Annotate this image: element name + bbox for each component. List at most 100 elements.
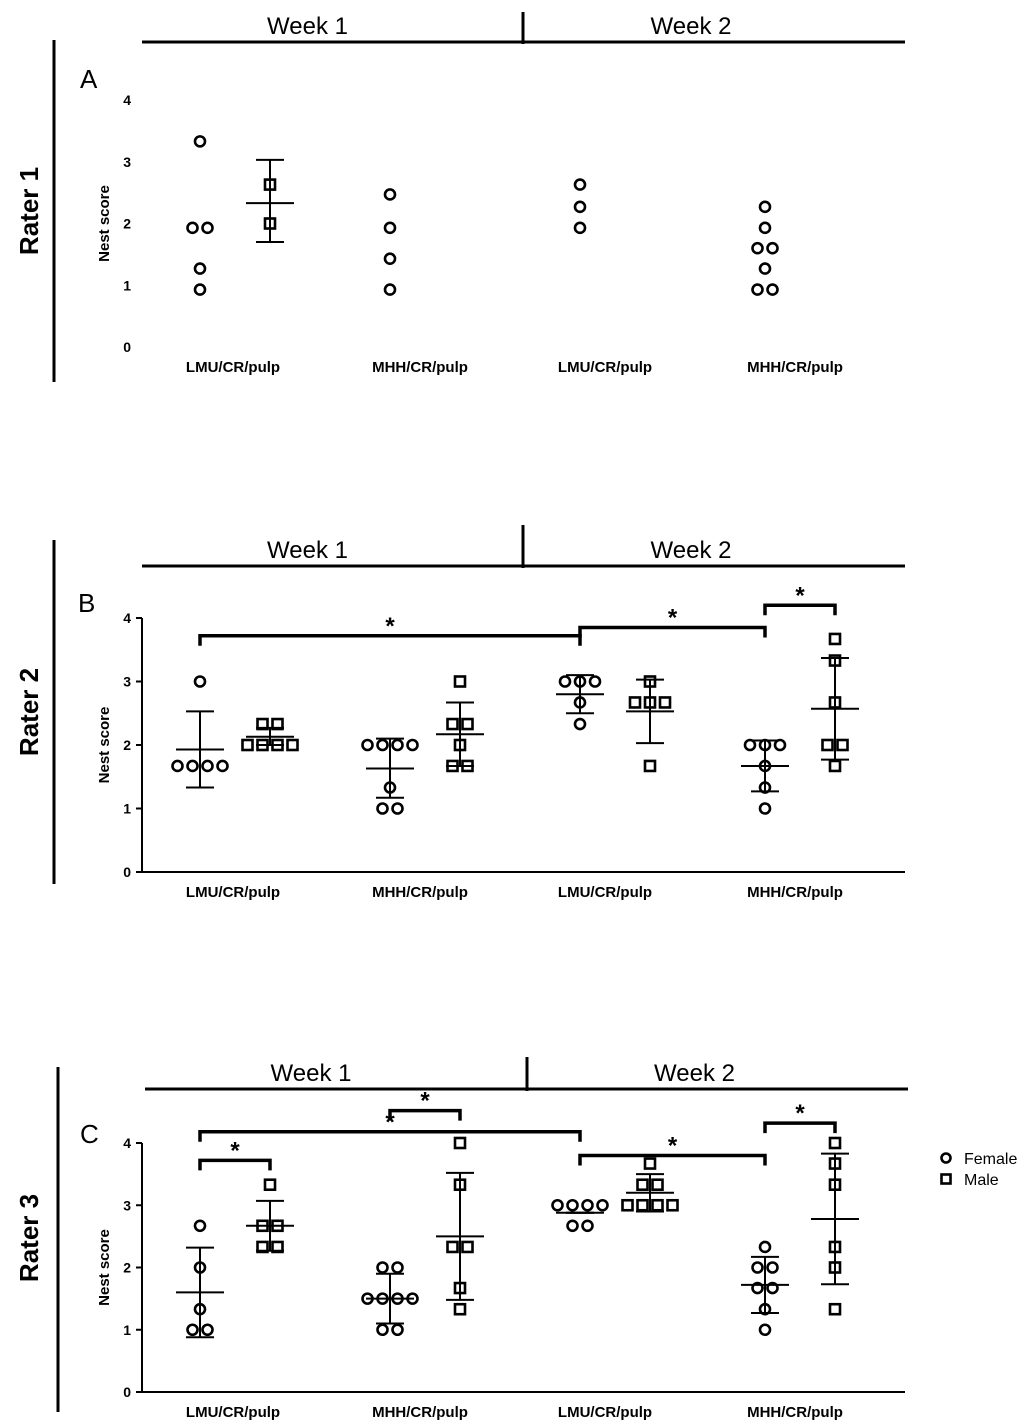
male-data-point xyxy=(286,738,299,752)
female-data-point xyxy=(216,759,229,773)
male-data-point xyxy=(643,1157,657,1170)
y-axis-label: Nest score xyxy=(96,1229,113,1306)
male-data-point xyxy=(621,1198,634,1212)
female-data-point xyxy=(391,802,404,815)
female-data-point xyxy=(406,738,419,752)
female-data-point xyxy=(581,1219,594,1233)
female-data-point xyxy=(361,738,374,752)
panel-letter: A xyxy=(80,64,98,94)
y-axis-label: Nest score xyxy=(96,185,113,262)
significance-bracket xyxy=(198,1130,582,1142)
male-data-point xyxy=(446,1240,459,1254)
female-data-point xyxy=(573,200,587,214)
y-tick-label: 1 xyxy=(123,801,131,817)
x-category-label: LMU/CR/pulp xyxy=(186,884,280,901)
y-tick-label: 1 xyxy=(123,1322,131,1338)
rater-label: Rater 2 xyxy=(14,668,44,756)
significance-bracket xyxy=(763,603,837,616)
y-tick-label: 1 xyxy=(123,277,131,293)
legend: Female Male xyxy=(940,1151,1017,1189)
female-data-point xyxy=(596,1198,609,1212)
female-data-point xyxy=(751,241,764,255)
female-data-point xyxy=(383,283,397,296)
female-data-point xyxy=(743,738,757,752)
male-data-point xyxy=(263,1178,277,1192)
x-category-label: LMU/CR/pulp xyxy=(186,359,280,376)
panel-b: Week 1 Week 2 Rater 2 B Nest score 0 1 2 3 4 LMU/C… xyxy=(14,525,905,901)
female-data-point xyxy=(171,759,184,773)
rater-label: Rater 1 xyxy=(14,167,44,255)
female-data-point xyxy=(391,738,404,752)
female-data-point xyxy=(573,178,587,191)
y-tick-label: 0 xyxy=(123,1384,131,1400)
male-data-point xyxy=(256,717,269,731)
significance-bracket xyxy=(198,634,582,646)
female-data-point xyxy=(201,221,214,235)
significance-star: * xyxy=(795,582,805,609)
panel-a: Week 1 Week 2 Rater 1 A Nest score 0 1 2 3 4 LMU/C… xyxy=(14,12,905,382)
female-data-point xyxy=(766,283,779,296)
significance-star: * xyxy=(385,613,395,640)
female-data-point xyxy=(551,1198,564,1212)
y-tick-label: 4 xyxy=(123,1135,131,1151)
male-data-point xyxy=(446,717,459,731)
legend-label: Male xyxy=(964,1172,999,1189)
female-data-point xyxy=(383,221,397,235)
week-2-label: Week 2 xyxy=(654,1060,735,1087)
female-data-point xyxy=(573,717,587,731)
male-data-point xyxy=(828,632,842,646)
female-data-point xyxy=(581,1198,594,1212)
male-data-point xyxy=(461,717,474,731)
week-2-label: Week 2 xyxy=(651,13,732,40)
male-data-point xyxy=(628,696,642,709)
x-category-label: MHH/CR/pulp xyxy=(372,884,468,901)
significance-star: * xyxy=(420,1088,430,1115)
female-data-point xyxy=(186,221,199,235)
female-data-point xyxy=(193,262,207,275)
male-data-point xyxy=(828,1302,842,1316)
male-data-point xyxy=(271,717,284,731)
female-data-point xyxy=(566,1219,579,1233)
week-2-label: Week 2 xyxy=(651,537,732,564)
female-data-point xyxy=(383,188,397,201)
y-tick-label: 3 xyxy=(123,674,131,690)
female-data-point xyxy=(186,1323,199,1337)
male-data-point xyxy=(241,738,254,752)
female-data-point xyxy=(391,1261,404,1274)
male-data-point xyxy=(271,1240,284,1254)
significance-bracket xyxy=(578,1153,767,1166)
x-category-label: MHH/CR/pulp xyxy=(747,359,843,376)
male-data-point xyxy=(461,1240,474,1254)
male-data-point xyxy=(453,1302,467,1316)
female-data-point xyxy=(751,1281,764,1295)
female-data-point xyxy=(766,241,779,255)
y-tick-label: 2 xyxy=(123,1260,131,1276)
male-data-point xyxy=(453,675,467,688)
y-tick-label: 0 xyxy=(123,339,131,355)
y-tick-label: 4 xyxy=(123,92,131,108)
y-tick-label: 4 xyxy=(123,610,131,626)
male-data-point xyxy=(643,759,657,773)
female-data-point xyxy=(376,1261,389,1274)
male-data-point xyxy=(828,1136,842,1150)
male-data-point xyxy=(636,1198,649,1212)
x-category-label: MHH/CR/pulp xyxy=(747,884,843,901)
female-data-point xyxy=(193,283,207,296)
significance-star: * xyxy=(668,605,678,632)
significance-bracket xyxy=(763,1121,837,1134)
legend-label: Female xyxy=(964,1151,1017,1168)
y-axis-label: Nest score xyxy=(96,707,113,784)
female-data-point xyxy=(773,738,787,752)
y-tick-label: 2 xyxy=(123,737,131,753)
week-1-label: Week 1 xyxy=(271,1060,352,1087)
x-category-label: LMU/CR/pulp xyxy=(558,1404,652,1421)
rater-label: Rater 3 xyxy=(14,1194,44,1282)
female-data-point xyxy=(376,1323,389,1337)
y-tick-label: 2 xyxy=(123,216,131,232)
significance-bracket xyxy=(578,625,767,638)
male-data-point xyxy=(453,1136,467,1150)
female-data-point xyxy=(766,1261,779,1274)
female-data-point xyxy=(193,675,207,688)
significance-star: * xyxy=(795,1100,805,1127)
